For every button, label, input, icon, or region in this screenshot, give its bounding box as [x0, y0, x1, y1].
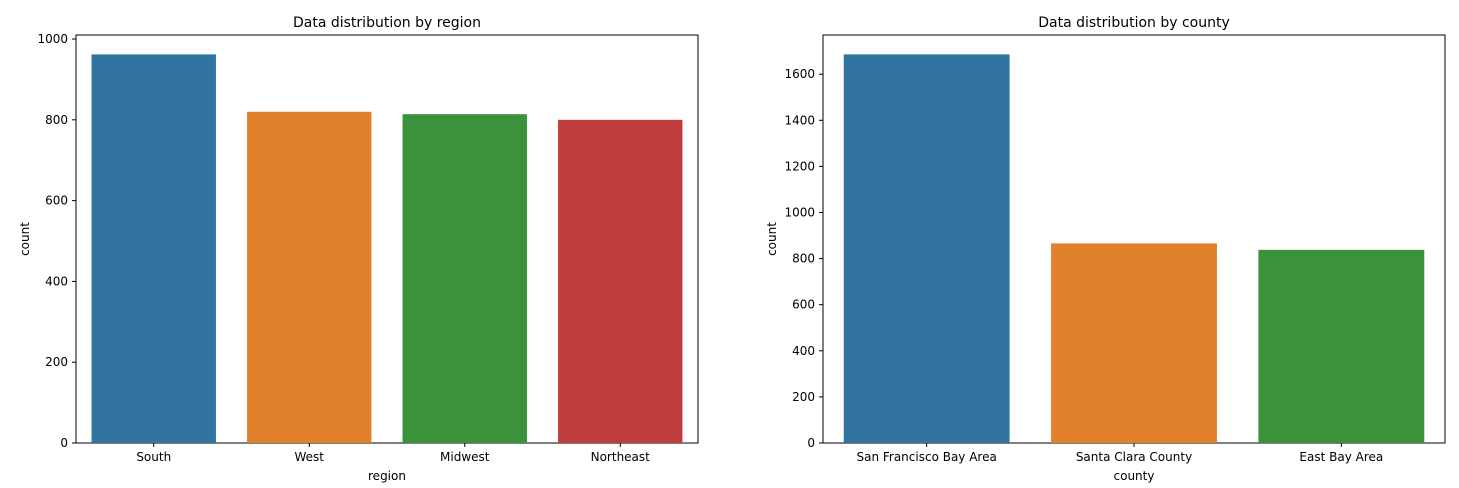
x-axis-label: region — [368, 469, 406, 483]
x-tick-label: San Francisco Bay Area — [856, 450, 996, 464]
y-axis-label: count — [18, 222, 32, 256]
x-tick-group: South West Midwest Northeast — [136, 443, 650, 464]
y-tick-label: 200 — [792, 390, 815, 404]
y-tick-label: 1200 — [784, 159, 815, 173]
y-tick-label: 0 — [60, 436, 68, 450]
bar-midwest — [402, 114, 527, 444]
chart-title: Data distribution by region — [293, 15, 481, 31]
plot-frame — [75, 34, 699, 444]
bar-santa-clara-county — [1051, 243, 1217, 443]
y-axis-label: count — [765, 222, 779, 256]
x-tick-group: San Francisco Bay Area Santa Clara County… — [856, 443, 1383, 464]
y-tick-group: 0 200 400 600 800 1000 — [37, 32, 76, 450]
x-tick-label: East Bay Area — [1299, 450, 1383, 464]
bar-east-bay-area — [1258, 249, 1425, 443]
y-tick-label: 0 — [807, 436, 815, 450]
bar-northeast — [558, 119, 683, 443]
y-tick-label: 400 — [792, 344, 815, 358]
chart-title: Data distribution by county — [1038, 15, 1230, 31]
y-tick-label: 400 — [45, 274, 68, 288]
y-tick-label: 800 — [792, 252, 815, 266]
chart-region: Data distribution by region 0 200 400 600 80… — [18, 15, 699, 483]
bar-san-francisco-bay-area — [843, 54, 1010, 444]
y-tick-label: 1600 — [784, 67, 815, 81]
x-tick-label: Northeast — [591, 450, 651, 464]
plot-area: 0 200 400 600 800 1000 1200 1400 1600 San Franci… — [784, 34, 1446, 464]
bar-group — [91, 54, 683, 444]
y-tick-label: 1000 — [37, 32, 68, 46]
plot-area: 0 200 400 600 800 1000 South West Midwest Northe… — [37, 32, 699, 464]
bar-west — [247, 111, 372, 443]
y-tick-label: 800 — [45, 113, 68, 127]
chart-county: Data distribution by county 0 200 400 600 80… — [765, 15, 1446, 483]
x-axis-label: county — [1114, 469, 1155, 483]
y-tick-label: 600 — [792, 298, 815, 312]
y-tick-group: 0 200 400 600 800 1000 1200 1400 1600 — [784, 67, 823, 450]
x-tick-label: South — [136, 450, 171, 464]
x-tick-label: West — [294, 450, 324, 464]
y-tick-label: 1400 — [784, 113, 815, 127]
bar-group — [843, 54, 1425, 444]
bar-south — [91, 54, 216, 443]
y-tick-label: 200 — [45, 355, 68, 369]
y-tick-label: 600 — [45, 194, 68, 208]
x-tick-label: Midwest — [440, 450, 490, 464]
x-tick-label: Santa Clara County — [1076, 450, 1192, 464]
y-tick-label: 1000 — [784, 205, 815, 219]
